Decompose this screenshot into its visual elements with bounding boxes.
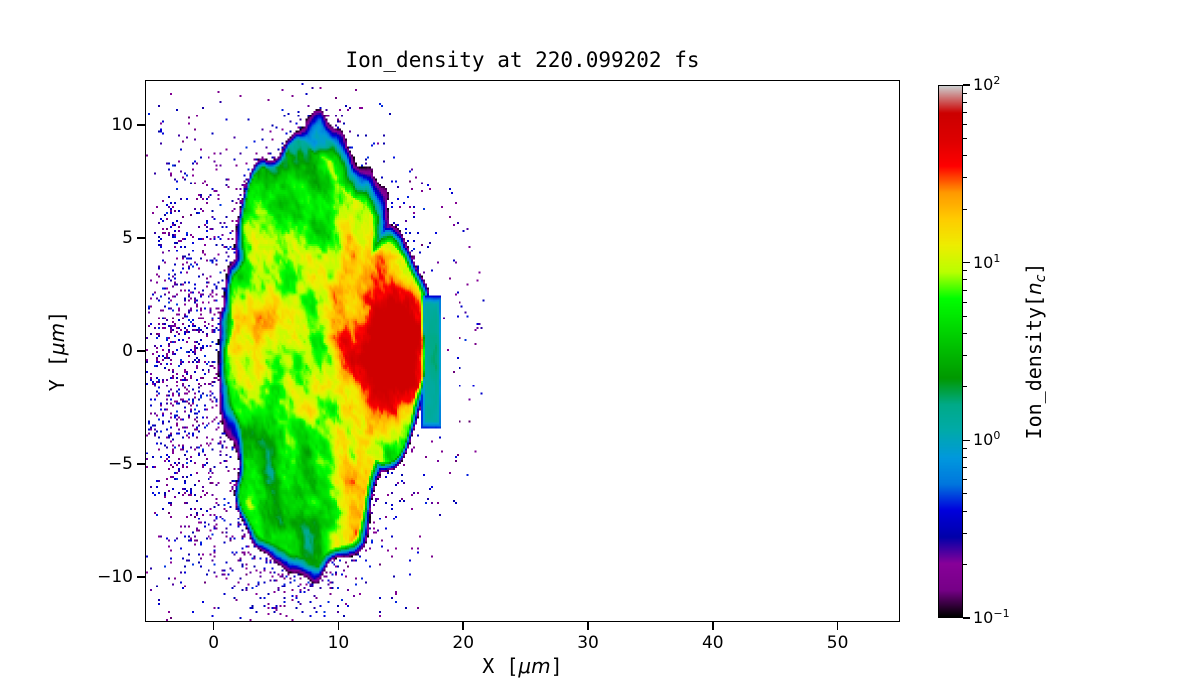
colorbar-tick-mantissa: 10 <box>973 252 994 272</box>
x-tick-label: 0 <box>208 633 220 653</box>
colorbar-minor-tick-mark <box>963 510 967 512</box>
x-tick-mark <box>337 622 340 630</box>
colorbar-minor-tick-mark <box>963 447 967 449</box>
colorbar-minor-tick-mark <box>963 137 967 139</box>
x-tick-mark <box>836 622 839 630</box>
chart-title: Ion_density at 220.099202 fs <box>345 48 700 72</box>
colorbar-tick-mantissa: 10 <box>973 430 994 450</box>
x-tick-label: 20 <box>452 633 475 653</box>
y-tick-label: −10 <box>97 566 133 587</box>
y-tick-label: 0 <box>122 341 133 361</box>
colorbar-minor-tick-mark <box>963 101 967 103</box>
colorbar-label-subscript: c <box>1033 274 1049 283</box>
colorbar-tick-label: 101 <box>973 251 1000 277</box>
colorbar-tick-mantissa: 10 <box>973 75 994 94</box>
colorbar <box>938 85 963 618</box>
colorbar-tick-mantissa: 10 <box>973 608 994 627</box>
colorbar-minor-tick-mark <box>963 301 967 303</box>
colorbar-minor-tick-mark <box>963 279 967 281</box>
colorbar-minor-tick-mark <box>963 270 967 272</box>
colorbar-tick-mark <box>963 261 970 264</box>
colorbar-tick-exponent: −1 <box>993 607 1010 620</box>
colorbar-minor-tick-mark <box>963 355 967 357</box>
y-tick-mark <box>137 124 145 126</box>
colorbar-minor-tick-mark <box>963 315 967 317</box>
x-tick-mark <box>587 622 589 630</box>
colorbar-minor-tick-mark <box>963 479 967 481</box>
colorbar-minor-tick-mark <box>963 289 967 291</box>
colorbar-tick-mark <box>963 439 970 442</box>
y-tick-mark <box>137 576 145 578</box>
y-axis-label-suffix: ] <box>45 310 69 323</box>
colorbar-tick-exponent: 0 <box>993 429 1001 443</box>
colorbar-tick-label: 10−1 <box>973 606 1010 632</box>
x-axis-label-units: μm <box>518 654 551 678</box>
colorbar-minor-tick-mark <box>963 532 967 534</box>
x-tick-label: 30 <box>577 633 599 653</box>
colorbar-minor-tick-mark <box>963 208 967 210</box>
x-axis-label: X [μm] <box>145 654 900 678</box>
y-tick-label: 10 <box>111 115 133 136</box>
colorbar-minor-tick-mark <box>963 332 967 334</box>
x-tick-mark <box>212 622 215 630</box>
x-axis-label-suffix: ] <box>550 654 563 678</box>
colorbar-minor-tick-mark <box>963 467 967 469</box>
colorbar-minor-tick-mark <box>963 123 967 125</box>
colorbar-minor-tick-mark <box>963 493 967 495</box>
colorbar-minor-tick-mark <box>963 112 967 114</box>
x-tick-label: 50 <box>826 633 849 653</box>
colorbar-gradient <box>939 86 962 617</box>
x-tick-label: 40 <box>701 633 724 653</box>
colorbar-minor-tick-mark <box>963 457 967 459</box>
colorbar-label-symbol: n <box>1022 282 1046 295</box>
colorbar-minor-tick-mark <box>963 177 967 179</box>
colorbar-label-prefix: Ion_density[ <box>1022 294 1046 440</box>
heatmap-canvas <box>146 81 899 621</box>
y-axis-label: Y [μm] <box>45 311 69 391</box>
y-tick-mark <box>137 350 145 352</box>
y-tick-mark <box>137 237 145 239</box>
y-tick-label: 5 <box>122 228 133 249</box>
colorbar-tick-mark <box>963 84 970 86</box>
colorbar-label-suffix: ] <box>1022 262 1046 275</box>
colorbar-tick-label: 100 <box>973 428 1000 454</box>
y-tick-label: −5 <box>107 453 133 474</box>
colorbar-tick-exponent: 1 <box>993 251 1001 265</box>
colorbar-minor-tick-mark <box>963 92 967 94</box>
y-tick-mark <box>137 463 145 465</box>
colorbar-tick-label: 102 <box>973 73 1000 99</box>
colorbar-tick-mark <box>963 617 970 619</box>
colorbar-minor-tick-mark <box>963 386 967 388</box>
colorbar-minor-tick-mark <box>963 564 967 566</box>
colorbar-minor-tick-mark <box>963 155 967 157</box>
x-axis-label-prefix: X [ <box>482 654 519 678</box>
x-tick-mark <box>462 622 464 630</box>
colorbar-tick-exponent: 2 <box>993 74 1001 87</box>
x-tick-label: 10 <box>327 633 350 653</box>
plot-area <box>145 80 900 622</box>
y-axis-label-units: μm <box>45 322 69 356</box>
y-axis-label-prefix: Y [ <box>45 355 69 392</box>
x-tick-mark <box>712 622 714 630</box>
colorbar-label: Ion_density[nc] <box>1022 262 1049 440</box>
